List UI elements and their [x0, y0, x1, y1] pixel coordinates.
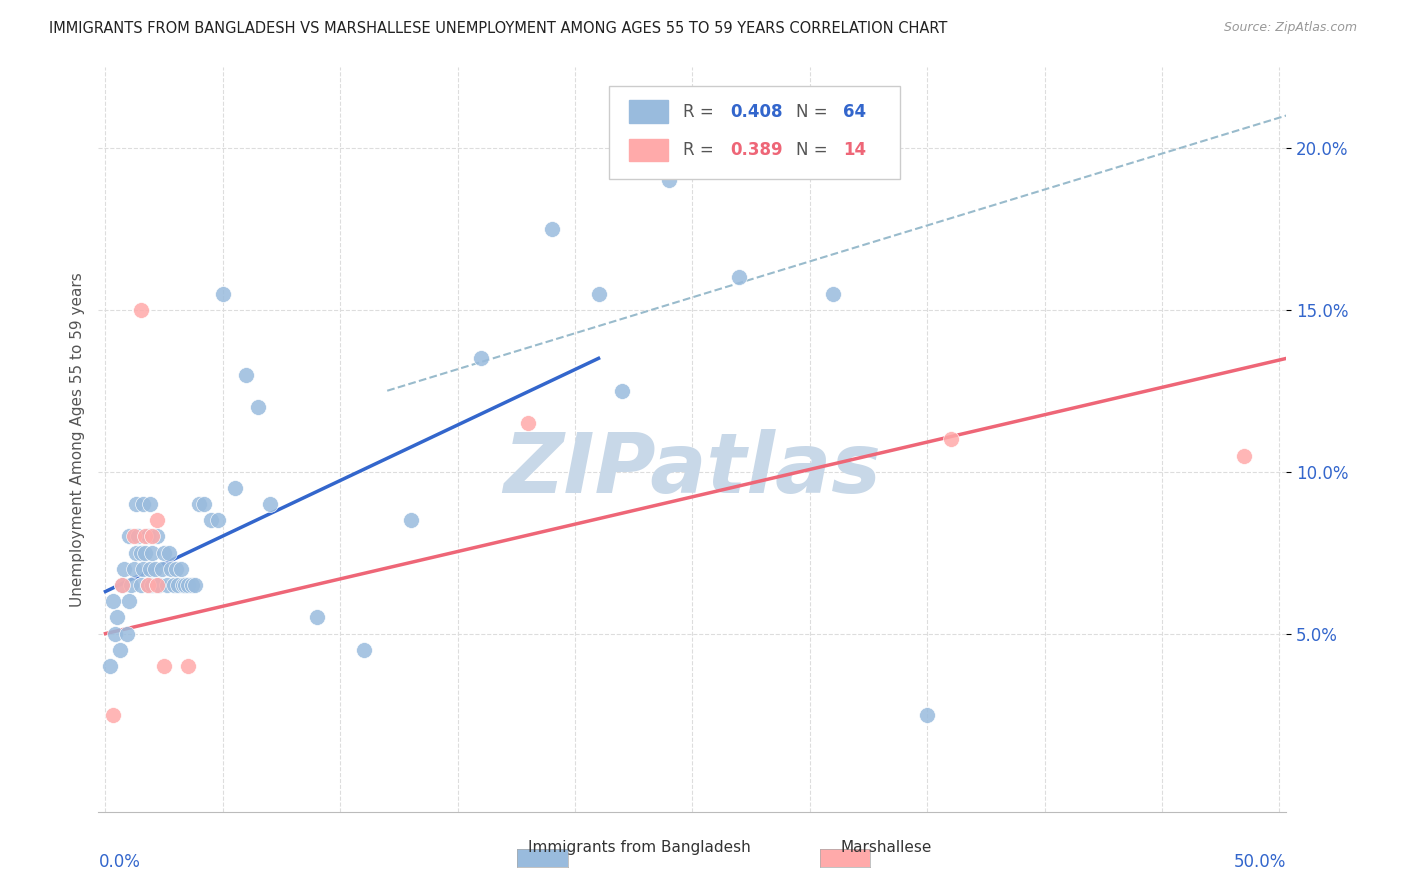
Point — [136, 529, 159, 543]
Point — [165, 562, 187, 576]
Point — [141, 529, 163, 543]
Text: Immigrants from Bangladesh: Immigrants from Bangladesh — [529, 839, 751, 855]
Point — [162, 578, 184, 592]
Point — [146, 529, 169, 543]
Point — [153, 659, 176, 673]
Point — [136, 578, 159, 592]
Text: 14: 14 — [844, 141, 866, 160]
Point — [212, 286, 235, 301]
Point — [167, 578, 190, 592]
FancyBboxPatch shape — [609, 86, 900, 178]
Text: R =: R = — [683, 103, 718, 120]
Text: 0.408: 0.408 — [731, 103, 783, 120]
Point — [176, 659, 198, 673]
Text: ZIPatlas: ZIPatlas — [503, 428, 882, 509]
Point — [98, 659, 121, 673]
Point — [129, 302, 152, 317]
Point — [181, 578, 204, 592]
Bar — [630, 101, 668, 123]
Point — [139, 562, 162, 576]
Text: N =: N = — [796, 141, 832, 160]
Point — [224, 481, 246, 495]
Point — [399, 513, 422, 527]
Point — [104, 626, 127, 640]
Point — [193, 497, 215, 511]
Point — [141, 578, 163, 592]
Point — [915, 707, 938, 722]
Point — [134, 546, 156, 560]
Point — [143, 562, 166, 576]
Point — [136, 578, 159, 592]
Point — [108, 642, 131, 657]
Point — [540, 222, 562, 236]
Point — [146, 513, 169, 527]
Text: 50.0%: 50.0% — [1234, 853, 1286, 871]
Point — [146, 578, 169, 592]
Point — [141, 546, 163, 560]
Point — [823, 286, 845, 301]
Point — [132, 562, 155, 576]
Point — [155, 578, 177, 592]
Point — [728, 270, 751, 285]
Point — [200, 513, 222, 527]
Point — [176, 578, 198, 592]
Point — [127, 529, 149, 543]
Point — [939, 433, 962, 447]
Point — [150, 562, 173, 576]
Text: IMMIGRANTS FROM BANGLADESH VS MARSHALLESE UNEMPLOYMENT AMONG AGES 55 TO 59 YEARS: IMMIGRANTS FROM BANGLADESH VS MARSHALLES… — [49, 21, 948, 36]
Text: 0.389: 0.389 — [731, 141, 783, 160]
Point — [588, 286, 610, 301]
Point — [118, 594, 141, 608]
Point — [247, 400, 270, 414]
Point — [610, 384, 633, 398]
Point — [517, 416, 540, 430]
Point — [139, 497, 162, 511]
Text: 0.0%: 0.0% — [98, 853, 141, 871]
Point — [122, 529, 145, 543]
Point — [235, 368, 257, 382]
Point — [174, 578, 197, 592]
Point — [259, 497, 281, 511]
Point — [146, 578, 169, 592]
Point — [353, 642, 375, 657]
Point — [101, 707, 124, 722]
Point — [101, 594, 124, 608]
Point — [132, 497, 155, 511]
Point — [125, 546, 148, 560]
Point — [658, 173, 681, 187]
Point — [183, 578, 205, 592]
Point — [115, 626, 138, 640]
Y-axis label: Unemployment Among Ages 55 to 59 years: Unemployment Among Ages 55 to 59 years — [69, 272, 84, 607]
Text: Source: ZipAtlas.com: Source: ZipAtlas.com — [1223, 21, 1357, 34]
Point — [112, 562, 135, 576]
Point — [120, 578, 142, 592]
Text: 64: 64 — [844, 103, 866, 120]
Point — [305, 610, 328, 624]
Point — [105, 610, 128, 624]
Point — [129, 546, 152, 560]
Point — [111, 578, 134, 592]
Text: Marshallese: Marshallese — [841, 839, 931, 855]
Point — [470, 351, 492, 366]
Point — [157, 546, 180, 560]
Point — [148, 578, 170, 592]
Point — [118, 529, 141, 543]
Text: R =: R = — [683, 141, 718, 160]
Point — [169, 562, 191, 576]
Point — [1233, 449, 1256, 463]
Point — [172, 578, 194, 592]
Bar — [630, 139, 668, 161]
Point — [134, 529, 156, 543]
Point — [160, 562, 183, 576]
Point — [129, 578, 152, 592]
Point — [188, 497, 211, 511]
Point — [207, 513, 229, 527]
Text: N =: N = — [796, 103, 832, 120]
Point — [111, 578, 134, 592]
Point — [153, 546, 176, 560]
Point — [125, 497, 148, 511]
Point — [122, 562, 145, 576]
